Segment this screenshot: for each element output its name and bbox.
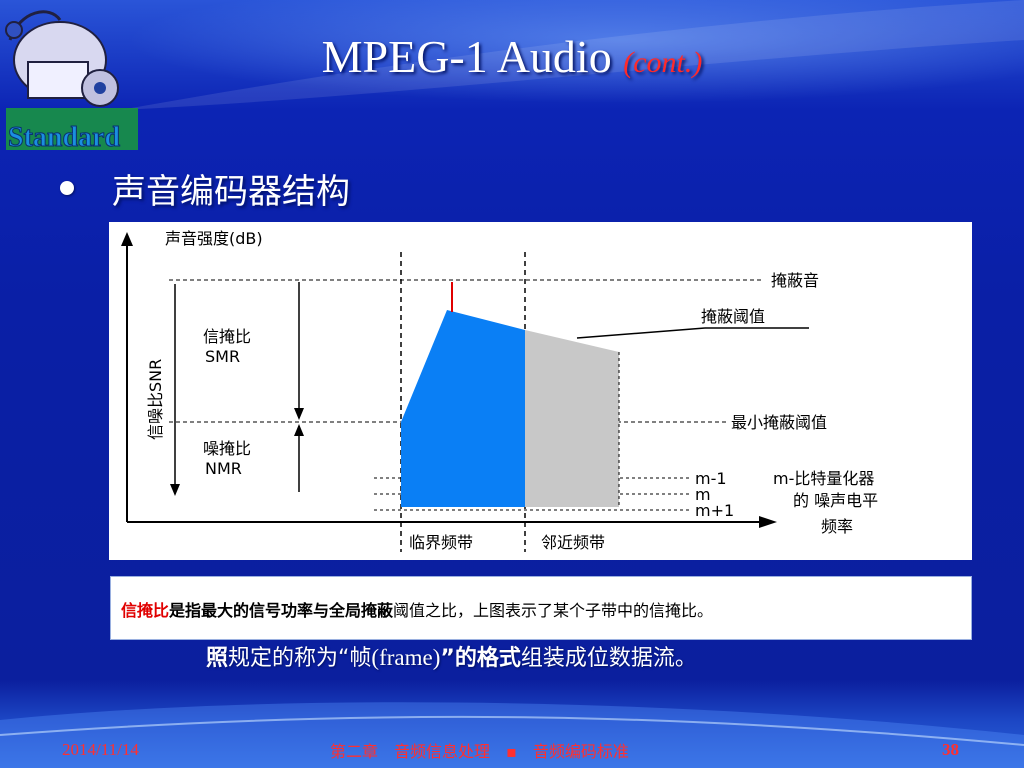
quant-noise-label-1: m-比特量化器 [773, 469, 874, 488]
critical-band-label: 临界频带 [409, 533, 473, 552]
under-p5: 组装成位数据流。 [520, 646, 697, 671]
under-p3: (frame) [371, 645, 441, 670]
slide-title: MPEG-1 Audio (cont.) [0, 30, 1024, 83]
title-main: MPEG-1 Audio [321, 31, 612, 82]
smr-arrow-head-icon [294, 408, 304, 420]
level-m-minus-1: m-1 [695, 469, 727, 488]
nmr-arrow-tail-icon [294, 424, 304, 436]
under-p2: 规定的称为“帧 [228, 646, 372, 671]
caption-red: 信掩比 [121, 601, 170, 620]
footer-chapter: 第二章 音频信息处理 ▪ 音频编码标准 [330, 742, 629, 761]
level-m: m [695, 485, 711, 504]
under-p1: 照 [206, 646, 229, 671]
caption-normal: 阈值之比，上图表示了某个子带中的信掩比。 [393, 601, 714, 620]
caption-box: 信掩比是指最大的信号功率与全局掩蔽阈值之比，上图表示了某个子带中的信掩比。 [110, 576, 972, 640]
page-number: 38 [942, 740, 959, 759]
caption-bold: 是指最大的信号功率与全局掩蔽 [169, 601, 394, 620]
nmr-label: 噪掩比 [203, 439, 251, 458]
adjacent-band-label: 邻近频带 [541, 533, 605, 552]
x-axis-title: 频率 [821, 517, 853, 536]
diagram-svg: 声音强度(dB) 信噪比SNR 信掩比 SMR 噪掩比 NMR 掩蔽音 掩蔽阈值… [121, 229, 878, 552]
bullet-text: 声音编码器结构 [112, 171, 350, 212]
threshold-leader-line [576, 327, 706, 339]
bullet-dot-icon [60, 181, 74, 195]
snr-vertical-label: 信噪比SNR [146, 359, 165, 440]
standard-logo: Standard [5, 10, 138, 154]
slide-footer: 2014/11/14 第二章 音频信息处理 ▪ 音频编码标准 38 [0, 736, 1024, 768]
caption-text: 信掩比是指最大的信号功率与全局掩蔽阈值之比，上图表示了某个子带中的信掩比。 [121, 597, 713, 621]
y-axis-title: 声音强度(dB) [165, 229, 263, 248]
under-p4: ”的格式 [440, 646, 521, 671]
logo-text: Standard [8, 122, 120, 153]
adjacent-band-region [525, 330, 619, 507]
quant-noise-label-2: 的 噪声电平 [793, 491, 878, 510]
bullet-item: 声音编码器结构 [60, 166, 350, 212]
critical-band-region [401, 310, 525, 507]
snr-arrow-head-icon [170, 484, 180, 496]
title-suffix: (cont.) [623, 46, 703, 79]
y-axis-arrow-icon [121, 232, 133, 246]
smr-label: 信掩比 [203, 327, 251, 346]
encoder-diagram: 声音强度(dB) 信噪比SNR 信掩比 SMR 噪掩比 NMR 掩蔽音 掩蔽阈值… [109, 222, 972, 560]
smr-abbr: SMR [205, 347, 240, 366]
mask-threshold-label: 掩蔽阈值 [701, 307, 765, 326]
partial-body-line: 照规定的称为“帧(frame)”的格式组装成位数据流。 [206, 640, 697, 672]
level-m-plus-1: m+1 [695, 501, 734, 520]
nmr-abbr: NMR [205, 459, 242, 478]
masker-label: 掩蔽音 [771, 271, 819, 290]
footer-date: 2014/11/14 [62, 740, 139, 759]
x-axis-arrow-icon [759, 516, 777, 528]
min-mask-threshold-label: 最小掩蔽阈值 [731, 413, 827, 432]
